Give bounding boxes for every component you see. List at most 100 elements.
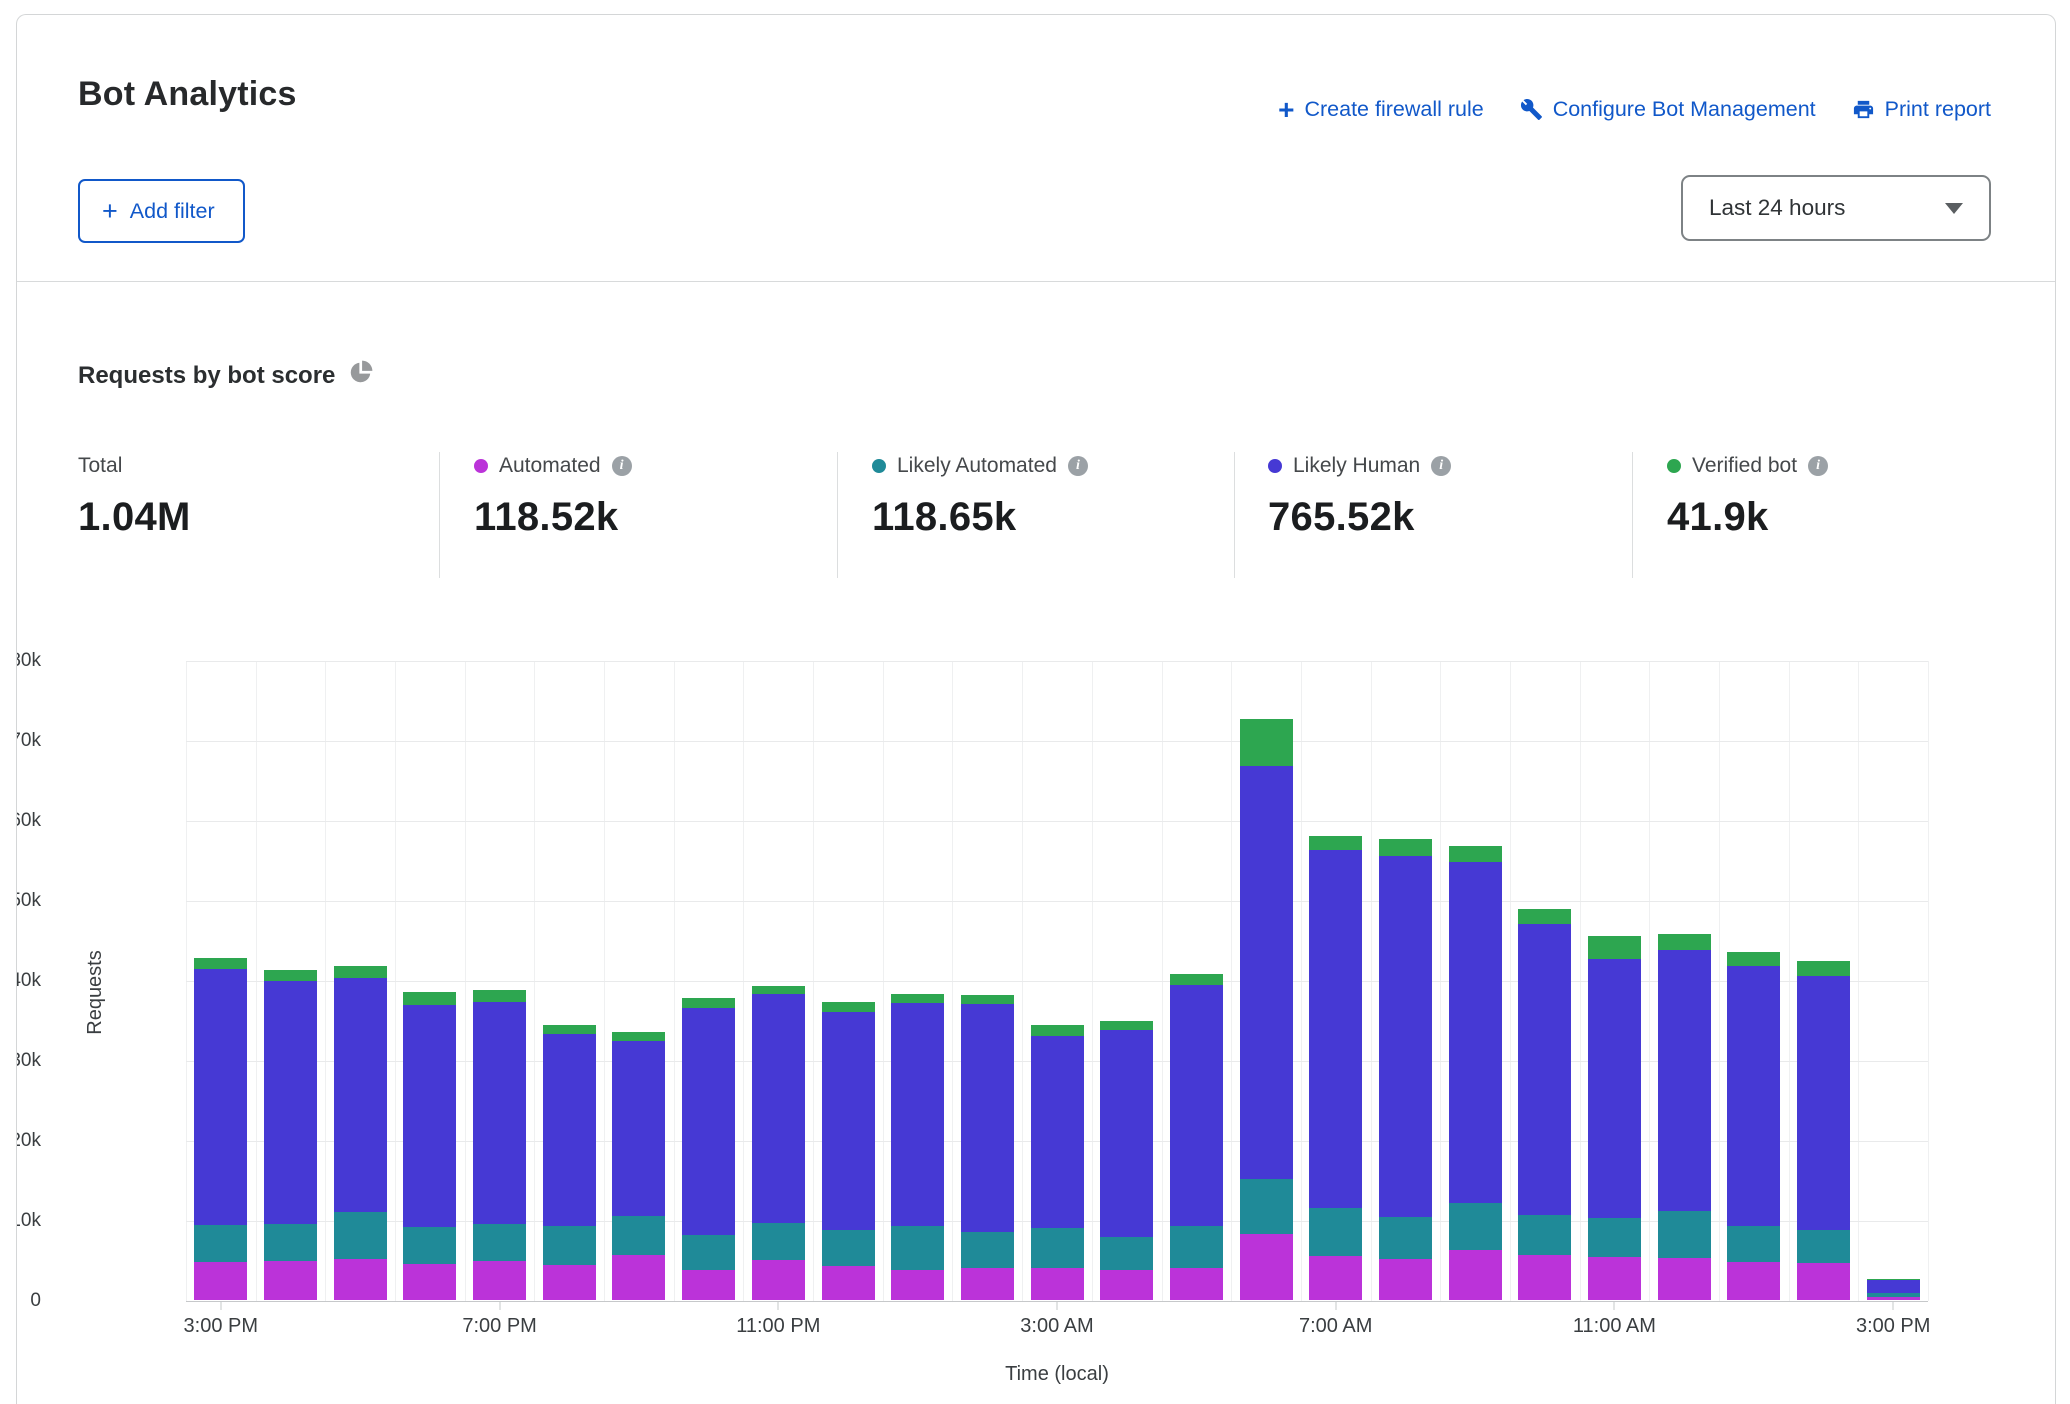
segment-likely-human [334,978,387,1212]
stacked-bar[interactable] [1100,1021,1153,1300]
printer-icon [1852,98,1875,121]
stacked-bar[interactable] [891,994,944,1300]
stacked-bar[interactable] [752,986,805,1300]
bar-slot-200pm [1789,661,1859,1300]
time-range-value: Last 24 hours [1709,195,1845,221]
stacked-bar[interactable] [682,998,735,1300]
bar-slot-1100pm [744,661,814,1300]
segment-verified-bot [1379,839,1432,856]
stacked-bar[interactable] [1727,952,1780,1300]
segment-likely-automated [1797,1230,1850,1264]
segment-verified-bot [1797,961,1850,976]
stacked-bar[interactable] [1588,936,1641,1300]
segment-automated [1588,1257,1641,1300]
plot-area: 010k20k30k40k50k60k70k80k [186,661,1928,1301]
stat-label: Verified bot [1692,454,1797,478]
segment-likely-human [891,1003,944,1226]
bar-slot-500am [1162,661,1232,1300]
segment-likely-human [194,969,247,1225]
stat-value: 118.65k [872,495,1088,540]
stacked-bar[interactable] [334,966,387,1300]
segment-likely-human [961,1004,1014,1232]
info-icon[interactable]: i [612,456,632,476]
segment-likely-automated [1240,1179,1293,1233]
add-filter-button[interactable]: + Add filter [78,179,245,243]
bot-analytics-panel: Bot Analytics + Create firewall rule Con… [16,14,2056,1404]
bar-slot-100am [883,661,953,1300]
segment-likely-human [1449,862,1502,1204]
bar-slot-300pm [186,661,256,1300]
stacked-bar[interactable] [1449,846,1502,1300]
stacked-bar[interactable] [543,1025,596,1300]
segment-verified-bot [891,994,944,1004]
stacked-bar[interactable] [194,958,247,1300]
stacked-bar[interactable] [961,995,1014,1300]
pie-chart-icon [348,359,374,392]
stacked-bar[interactable] [264,970,317,1300]
segment-automated [334,1259,387,1300]
segment-likely-human [403,1005,456,1227]
stacked-bar[interactable] [1797,961,1850,1300]
legend-dot-icon [474,459,488,473]
bar-slot-900am [1440,661,1510,1300]
segment-verified-bot [194,958,247,968]
segment-verified-bot [1031,1025,1084,1036]
print-report-link[interactable]: Print report [1852,97,1991,122]
y-tick-label: 10k [16,1210,41,1232]
bar-slot-500pm [325,661,395,1300]
y-tick-label: 70k [16,730,41,752]
create-firewall-rule-link[interactable]: + Create firewall rule [1278,97,1484,122]
bar-slot-900pm [604,661,674,1300]
segment-automated [1449,1250,1502,1300]
y-tick-label: 60k [16,810,41,832]
configure-bot-management-link[interactable]: Configure Bot Management [1520,97,1816,122]
bar-slot-200am [953,661,1023,1300]
time-range-dropdown[interactable]: Last 24 hours [1681,175,1991,241]
section-heading: Requests by bot score [78,359,374,392]
segment-automated [822,1266,875,1300]
stacked-bar[interactable] [403,992,456,1300]
segment-likely-human [822,1012,875,1230]
stacked-bar[interactable] [473,990,526,1300]
x-tick [1057,1302,1058,1310]
stacked-bar[interactable] [1867,1279,1920,1300]
stacked-bar[interactable] [1309,836,1362,1300]
stacked-bar[interactable] [612,1032,665,1300]
segment-likely-automated [1170,1226,1223,1268]
segment-verified-bot [822,1002,875,1012]
segment-likely-human [682,1008,735,1235]
stat-label: Total [78,454,122,478]
x-tick [778,1302,779,1310]
segment-likely-automated [612,1216,665,1255]
segment-likely-human [1797,976,1850,1230]
segment-verified-bot [612,1032,665,1041]
x-tick-label: 11:00 PM [736,1315,820,1338]
segment-likely-human [1240,766,1293,1179]
stacked-bar[interactable] [1240,719,1293,1300]
stacked-bar[interactable] [1379,839,1432,1300]
stacked-bar[interactable] [1031,1025,1084,1300]
segment-likely-human [1588,959,1641,1218]
stacked-bar[interactable] [822,1002,875,1300]
segment-automated [1031,1268,1084,1300]
bar-slot-1000am [1510,661,1580,1300]
segment-likely-automated [1100,1237,1153,1270]
stacked-bar[interactable] [1518,909,1571,1300]
stats-row: Total1.04MAutomatedi118.52kLikely Automa… [17,445,2056,585]
y-axis-title: Requests [84,950,107,1035]
stacked-bar[interactable] [1658,934,1711,1300]
segment-verified-bot [1170,974,1223,985]
stat-likely-automated: Likely Automatedi118.65k [872,453,1088,540]
bar-slot-600am [1231,661,1301,1300]
stat-divider [1234,452,1235,578]
info-icon[interactable]: i [1808,456,1828,476]
segment-automated [473,1261,526,1300]
segment-likely-human [1658,950,1711,1212]
info-icon[interactable]: i [1068,456,1088,476]
info-icon[interactable]: i [1431,456,1451,476]
segment-likely-automated [1588,1218,1641,1256]
x-tick-label: 3:00 PM [184,1315,258,1338]
stacked-bar[interactable] [1170,974,1223,1300]
segment-automated [752,1260,805,1300]
segment-verified-bot [961,995,1014,1004]
